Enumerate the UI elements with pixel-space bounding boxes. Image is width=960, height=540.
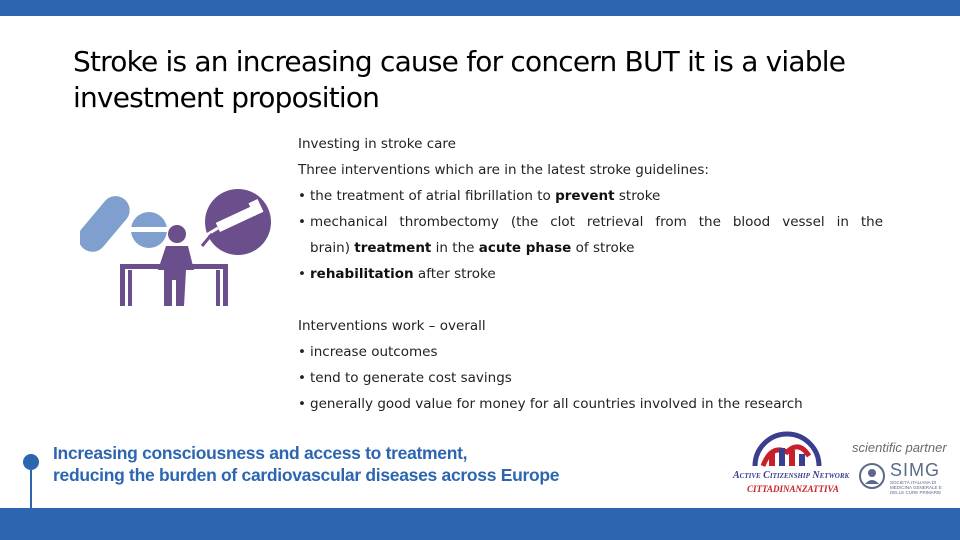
slide-title: Stroke is an increasing cause for concer… <box>73 45 846 114</box>
bottom-bar <box>0 508 960 540</box>
bullet-text: the treatment of atrial fibrillation to … <box>310 188 661 204</box>
cittadinanzattiva-logo-text: CITTADINANZATTIVA <box>747 484 839 494</box>
list-item: • increase outcomes <box>298 343 883 369</box>
bullet-marker: • <box>298 396 306 412</box>
section-heading-investing: Investing in stroke care <box>298 136 456 152</box>
slide-content: Investing in stroke care Three intervent… <box>298 135 883 421</box>
footer-tagline: Increasing consciousness and access to t… <box>53 443 560 485</box>
bullet-rehabilitation: • rehabilitation after stroke <box>298 265 883 291</box>
active-citizenship-network-logo <box>752 431 822 467</box>
stroke-care-illustration <box>80 189 271 306</box>
footer-marker-dot <box>23 454 39 470</box>
section-heading-interventions: Interventions work – overall <box>298 318 486 334</box>
syringe-icon <box>197 189 271 255</box>
bullet-thrombectomy-continued: brain) treatment in the acute phase of s… <box>310 240 635 256</box>
bullet-text: mechanical thrombectomy (the clot retrie… <box>310 214 883 230</box>
simg-emblem-icon <box>859 463 885 489</box>
simg-logo-subtitle: SOCIETÀ ITALIANA DI MEDICINA GENERALE E … <box>890 480 942 495</box>
scientific-partner-label: scientific partner <box>852 440 947 455</box>
bullet-thrombectomy: • mechanical thrombectomy (the clot retr… <box>298 213 883 239</box>
interventions-intro: Three interventions which are in the lat… <box>298 162 709 178</box>
footer-marker-line <box>30 470 32 508</box>
bullet-marker: • <box>298 344 306 360</box>
rehabilitation-figure-icon <box>120 225 228 306</box>
bullet-prevent: • the treatment of atrial fibrillation t… <box>298 187 883 213</box>
bullet-marker: • <box>298 214 306 230</box>
bullet-text: rehabilitation after stroke <box>310 266 496 282</box>
acn-logo-text: Active Citizenship Network <box>733 470 850 481</box>
list-item: • generally good value for money for all… <box>298 395 883 421</box>
pills-icon <box>80 196 167 252</box>
top-bar <box>0 0 960 16</box>
bullet-marker: • <box>298 266 306 282</box>
bullet-marker: • <box>298 370 306 386</box>
simg-logo-text: SIMG <box>890 460 941 480</box>
bullet-marker: • <box>298 188 306 204</box>
list-item: • tend to generate cost savings <box>298 369 883 395</box>
